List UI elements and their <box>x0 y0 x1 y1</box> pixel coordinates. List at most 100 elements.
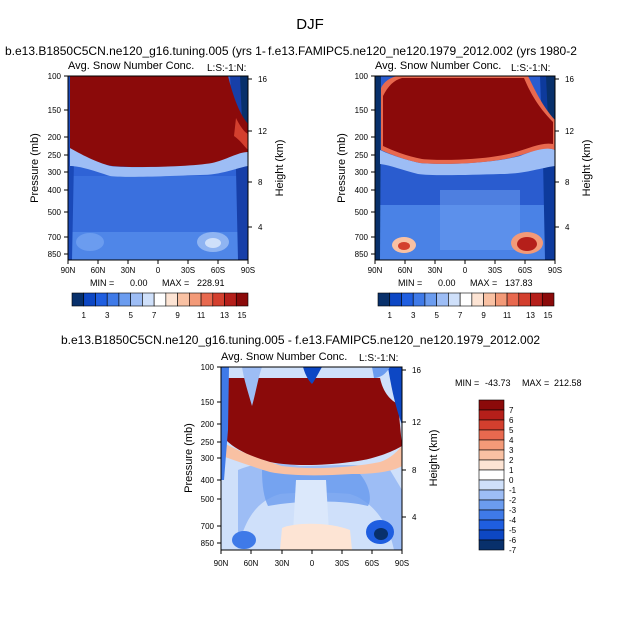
panel-2-xtick-1: 60N <box>398 266 413 275</box>
panel-3-y-axis: 100 150 200 250 300 400 500 700 850 Pres… <box>183 363 221 548</box>
panel-3-colorbar-swatch-11 <box>478 509 505 521</box>
panel-2-colorbar-swatch-0 <box>377 292 391 307</box>
panel-1-colorbar-swatch-2 <box>95 292 108 307</box>
panel-3-xtick-5: 60S <box>365 559 379 568</box>
panel-3-neg-sh-core <box>374 528 388 540</box>
panel-1-ytick-1: 150 <box>48 106 62 115</box>
panel-2-mid-light <box>440 190 520 250</box>
panel-3-cbar-label-12: -5 <box>509 526 517 535</box>
panel-3-cbar-label-5: 2 <box>509 456 514 465</box>
panel-1-ylabel: Pressure (mb) <box>29 133 41 203</box>
panel-2-minmax: MIN = 0.00 MAX = 137.83 <box>398 278 533 288</box>
panel-1-ytick-3: 250 <box>48 151 62 160</box>
panel-1-y2tick-2: 8 <box>258 178 263 187</box>
panel-2-colorbar <box>377 292 555 307</box>
panel-3-y2tick-2: 8 <box>412 466 417 475</box>
panel-1-cbar-label-0: 1 <box>81 311 86 320</box>
panel-2-xtick-3: 0 <box>463 266 468 275</box>
panel-1-colorbar-swatch-10 <box>189 292 202 307</box>
panel-2: f.e13.FAMIPC5.ne120_ne120.1979_2012.002 … <box>266 44 627 320</box>
panel-3-cbar-label-10: -3 <box>509 506 517 515</box>
panel-2-y2tick-3: 4 <box>565 223 570 232</box>
panel-2-title: f.e13.FAMIPC5.ne120_ne120.1979_2012.002 … <box>268 44 577 58</box>
panel-2-xtick-6: 90S <box>548 266 562 275</box>
panel-2-subtitle: Avg. Snow Number Conc. <box>375 60 501 72</box>
panel-1-y2tick-1: 12 <box>258 127 267 136</box>
panel-2-colorbar-swatch-1 <box>389 292 402 307</box>
panel-1-minmax: MIN = 0.00 MAX = 228.91 <box>90 278 225 288</box>
panel-1-cbar-label-3: 7 <box>152 311 157 320</box>
panel-3-max-label: MAX = <box>522 378 549 388</box>
panel-1-xtick-1: 60N <box>91 266 106 275</box>
panel-1-ytick-7: 700 <box>48 233 62 242</box>
panel-2-blob-sh-core <box>517 237 537 251</box>
panel-3-y2tick-1: 12 <box>412 418 421 427</box>
panel-1-x-axis: 90N 60N 30N 0 30S 60S 90S <box>61 260 255 275</box>
panel-1-title: b.e13.B1850C5CN.ne120_g16.tuning.005 (yr… <box>5 44 283 58</box>
panel-3-colorbar-labels: 7 6 5 4 3 2 1 0 -1 -2 -3 -4 -5 -6 -7 <box>509 406 517 555</box>
panel-3-min-label: MIN = <box>455 378 479 388</box>
panel-2-colorbar-swatch-7 <box>459 292 473 307</box>
panel-2-colorbar-swatch-11 <box>506 292 520 307</box>
panel-1-colorbar-labels: 1 3 5 7 9 11 13 15 <box>81 311 247 320</box>
panel-1-xtick-4: 30S <box>181 266 195 275</box>
panel-3-colorbar-swatch-4 <box>478 439 505 451</box>
panel-3-y2tick-3: 4 <box>412 513 417 522</box>
panel-3-cbar-label-7: 0 <box>509 476 514 485</box>
panel-3-blue-top-right <box>372 367 390 378</box>
panel-3-halo <box>222 442 402 476</box>
panel-3-colorbar <box>478 399 505 551</box>
panel-2-colorbar-swatch-10 <box>495 292 508 307</box>
panel-2-cbar-label-6: 13 <box>526 311 535 320</box>
panel-3-ylabel: Pressure (mb) <box>183 423 195 493</box>
panel-1: b.e13.B1850C5CN.ne120_g16.tuning.005 (yr… <box>5 44 286 320</box>
panel-1-colorbar <box>71 292 249 307</box>
figure-title: DJF <box>296 16 324 33</box>
panel-2-blob-nh-core <box>398 242 410 250</box>
panel-3-plot <box>221 367 402 550</box>
panel-3-xtick-4: 30S <box>335 559 349 568</box>
panel-3: b.e13.B1850C5CN.ne120_g16.tuning.005 - f… <box>61 333 582 568</box>
panel-3-blue-left-strip <box>221 367 229 480</box>
panel-1-cbar-label-1: 3 <box>105 311 110 320</box>
panel-2-colorbar-swatch-3 <box>412 292 426 307</box>
panel-2-colorbar-swatch-4 <box>424 292 437 307</box>
panel-3-xtick-1: 60N <box>244 559 259 568</box>
panel-2-xtick-5: 60S <box>518 266 532 275</box>
panel-2-ytick-3: 250 <box>355 151 369 160</box>
panel-2-light-halo <box>380 148 555 176</box>
panel-3-cbar-label-0: 7 <box>509 406 514 415</box>
panel-1-colorbar-swatch-3 <box>106 292 120 307</box>
panel-1-min-label: MIN = <box>90 278 114 288</box>
panel-2-min-label: MIN = <box>398 278 422 288</box>
panel-1-min-value: 0.00 <box>130 278 148 288</box>
panel-2-y2tick-0: 16 <box>565 75 574 84</box>
panel-1-xtick-0: 90N <box>61 266 76 275</box>
panel-1-y-axis: 100 150 200 250 300 400 500 700 850 Pres… <box>29 72 68 259</box>
panel-1-colorbar-swatch-0 <box>71 292 85 307</box>
panel-3-ytick-6: 500 <box>201 495 215 504</box>
panel-1-blob-sh-core <box>205 238 221 248</box>
panel-3-cbar-label-14: -7 <box>509 546 517 555</box>
panel-3-colorbar-swatch-8 <box>478 479 505 491</box>
panel-2-colorbar-swatch-2 <box>401 292 414 307</box>
panel-3-cbar-label-2: 5 <box>509 426 514 435</box>
panel-3-blue-right-strip <box>388 367 402 425</box>
panel-3-colorbar-swatch-10 <box>478 499 505 511</box>
panel-3-x-axis: 90N 60N 30N 0 30S 60S 90S <box>214 550 409 568</box>
panel-3-colorbar-swatch-2 <box>478 419 505 431</box>
panel-1-cbar-label-6: 13 <box>220 311 229 320</box>
panel-1-colorbar-swatch-6 <box>142 292 155 307</box>
panel-3-red-main <box>226 378 402 465</box>
panel-1-cbar-label-2: 5 <box>128 311 133 320</box>
panel-3-blue-top-0 <box>303 367 322 384</box>
panel-1-ytick-2: 200 <box>48 133 62 142</box>
panel-2-ytick-0: 100 <box>355 72 369 81</box>
panel-3-cbar-label-8: -1 <box>509 486 517 495</box>
panel-1-red-fringe <box>234 118 248 150</box>
panel-1-ytick-4: 300 <box>48 168 62 177</box>
panel-3-cbar-label-9: -2 <box>509 496 517 505</box>
panel-2-y2label: Height (km) <box>581 140 593 197</box>
panel-3-cbar-label-13: -6 <box>509 536 517 545</box>
panel-1-max-label: MAX = <box>162 278 189 288</box>
